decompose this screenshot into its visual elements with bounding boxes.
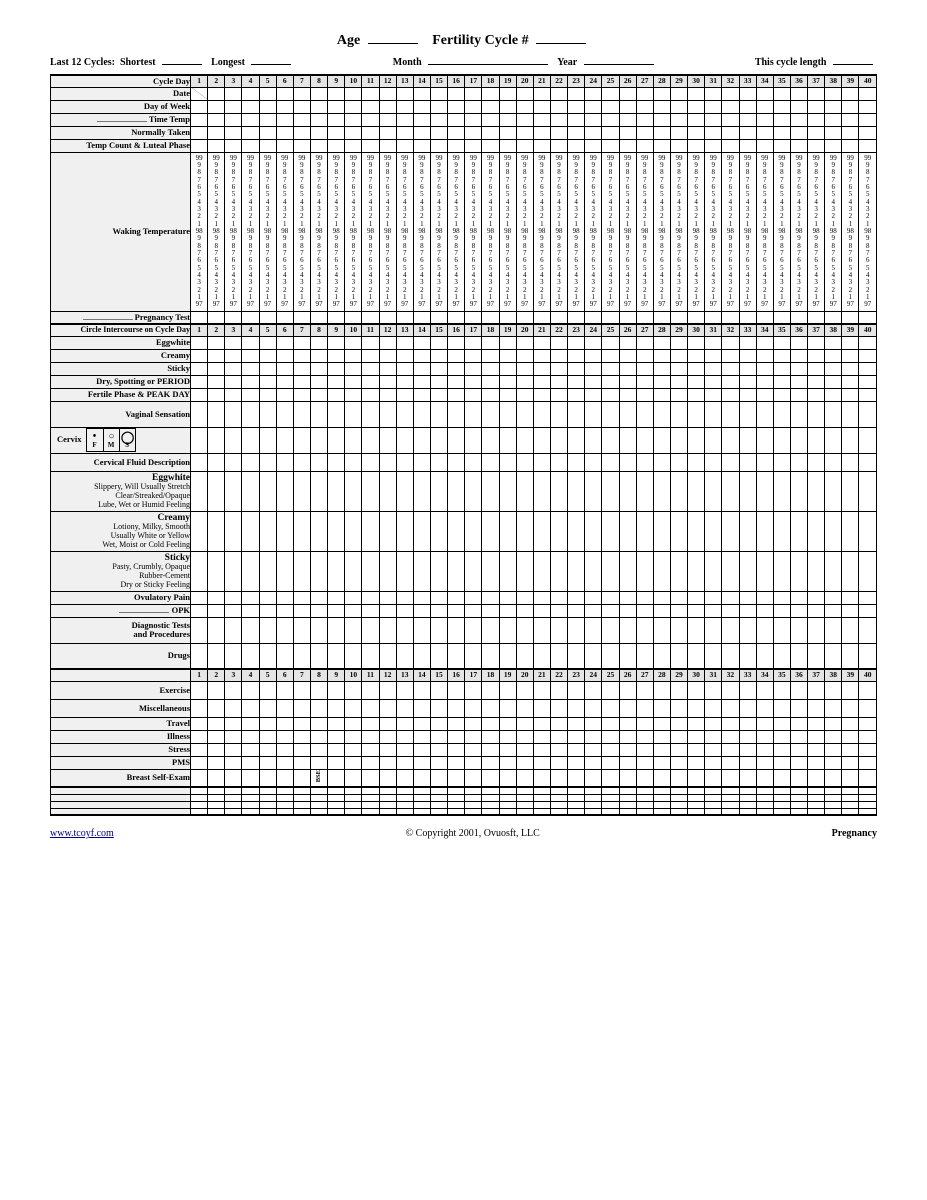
- footer-copyright: © Copyright 2001, Ovuosft, LLC: [406, 828, 540, 839]
- footer-right: Pregnancy: [832, 828, 877, 839]
- footer-link[interactable]: www.tcoyf.com: [50, 828, 114, 839]
- waking-temperature-label: Waking Temperature: [51, 152, 191, 311]
- footer: www.tcoyf.com © Copyright 2001, Ovuosft,…: [50, 828, 877, 839]
- fertility-chart: Cycle Day1234567891011121314151617181920…: [50, 74, 877, 816]
- header-title: Age Fertility Cycle #: [50, 30, 877, 49]
- header-subtitle: Last 12 Cycles: Shortest Longest Month Y…: [50, 55, 877, 68]
